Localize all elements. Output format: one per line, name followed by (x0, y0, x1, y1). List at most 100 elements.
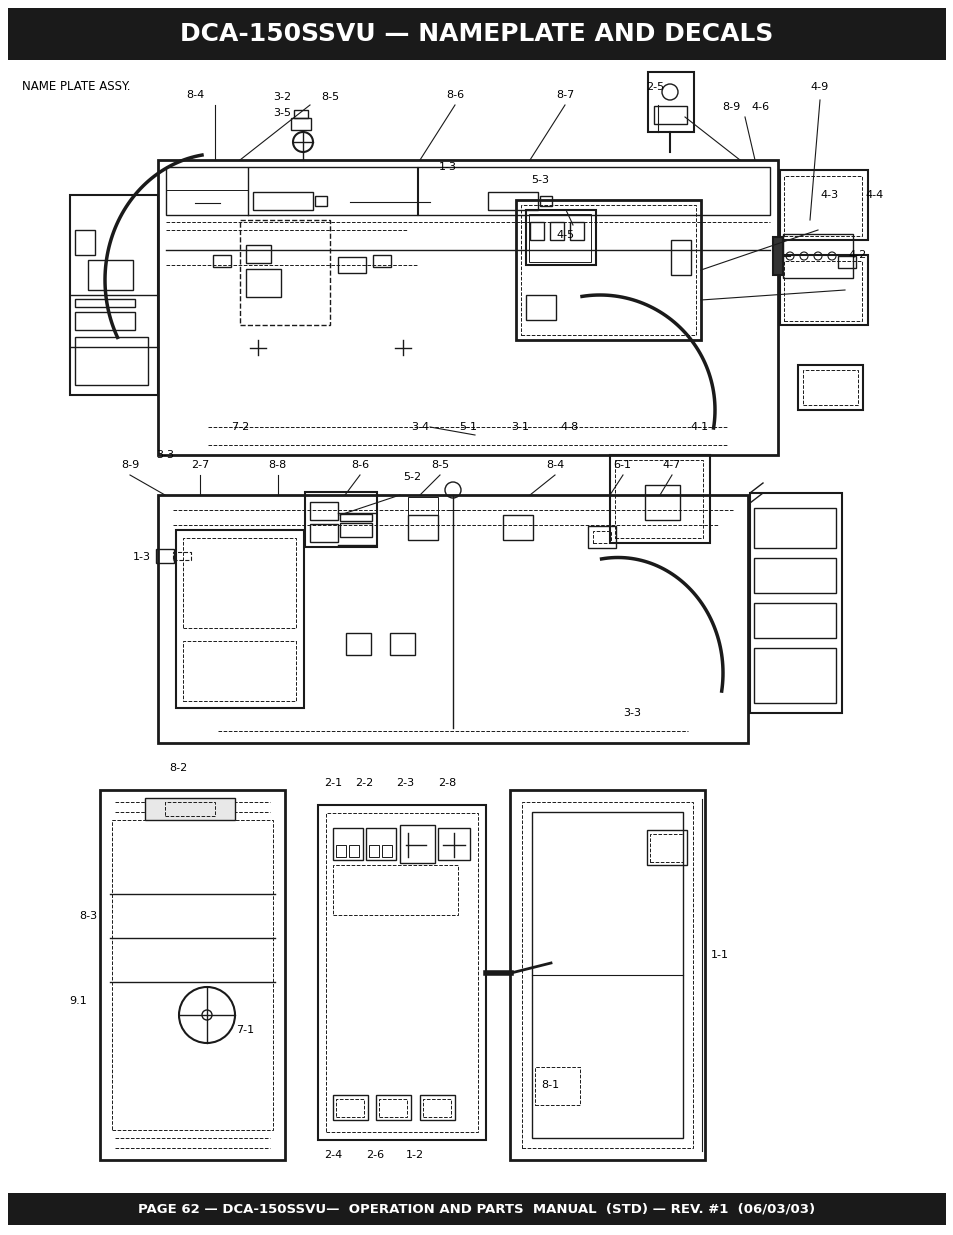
Text: 7-2: 7-2 (231, 422, 249, 432)
Bar (525, 210, 596, 266)
Bar (158, 161, 778, 454)
Bar (649, 834, 682, 862)
Bar (339, 522, 372, 537)
Bar (516, 200, 700, 340)
Text: 4-5: 4-5 (556, 230, 574, 240)
Text: DCA-150SSVU — NAMEPLATE AND DECALS: DCA-150SSVU — NAMEPLATE AND DECALS (180, 22, 773, 46)
Text: 3-2: 3-2 (273, 91, 291, 103)
Text: 8-9: 8-9 (721, 103, 740, 112)
Bar (521, 802, 692, 1149)
Bar (408, 496, 437, 515)
Bar (381, 845, 392, 857)
Bar (375, 1095, 411, 1120)
Bar (183, 641, 295, 701)
Text: 3-3: 3-3 (156, 450, 173, 459)
Text: 3-4: 3-4 (411, 422, 429, 432)
Bar (156, 550, 173, 563)
Text: 8-7: 8-7 (556, 90, 574, 100)
Bar (333, 1095, 368, 1120)
Bar (644, 485, 679, 520)
Text: 1-3: 1-3 (132, 552, 151, 562)
Bar (70, 195, 158, 395)
Bar (615, 459, 702, 538)
Text: 4-8: 4-8 (560, 422, 578, 432)
Bar (75, 299, 135, 308)
Bar (349, 845, 358, 857)
Text: 2-1: 2-1 (324, 778, 342, 788)
Text: 4-3: 4-3 (821, 190, 839, 200)
Text: 2-4: 2-4 (323, 1150, 342, 1160)
Text: 3-5: 3-5 (273, 107, 291, 119)
Text: 2-3: 2-3 (395, 778, 414, 788)
Bar (532, 811, 682, 1137)
Bar (530, 222, 543, 240)
Bar (593, 531, 610, 543)
Bar (749, 493, 841, 713)
Bar (670, 240, 690, 275)
Bar (422, 1099, 451, 1116)
Text: 7-1: 7-1 (235, 1025, 253, 1035)
Bar (772, 237, 782, 275)
Bar (145, 798, 234, 820)
Text: 8-3: 8-3 (79, 910, 97, 921)
Bar (539, 196, 552, 206)
Bar (333, 864, 457, 915)
Bar (437, 827, 470, 860)
Bar (88, 261, 132, 290)
Text: 2-2: 2-2 (355, 778, 373, 788)
Bar (75, 312, 135, 330)
Bar (339, 514, 372, 521)
Bar (346, 634, 371, 655)
Bar (753, 508, 835, 548)
Bar (783, 177, 862, 236)
Bar (753, 558, 835, 593)
Bar (753, 648, 835, 703)
Text: 2-7: 2-7 (191, 459, 209, 471)
Bar (510, 790, 704, 1160)
Text: 4-7: 4-7 (662, 459, 680, 471)
Bar (310, 501, 337, 520)
Bar (390, 634, 415, 655)
Text: 8-5: 8-5 (431, 459, 449, 471)
Text: 6-1: 6-1 (613, 459, 630, 471)
Bar (802, 370, 857, 405)
Bar (183, 538, 295, 629)
Text: PAGE 62 — DCA-150SSVU—  OPERATION AND PARTS  MANUAL  (STD) — REV. #1  (06/03/03): PAGE 62 — DCA-150SSVU— OPERATION AND PAR… (138, 1203, 815, 1215)
Text: 4-6: 4-6 (750, 103, 768, 112)
Bar (317, 805, 485, 1140)
Bar (112, 820, 273, 1130)
Text: 8-9: 8-9 (121, 459, 139, 471)
Bar (335, 845, 346, 857)
Bar (335, 1099, 364, 1116)
Bar (378, 1099, 407, 1116)
Bar (488, 191, 537, 210)
Text: 5-2: 5-2 (402, 472, 420, 482)
Bar (399, 825, 435, 863)
Bar (535, 1067, 579, 1105)
Bar (525, 295, 556, 320)
Bar (240, 220, 330, 325)
Bar (314, 196, 327, 206)
Bar (158, 495, 747, 743)
Bar (166, 167, 769, 215)
Bar (408, 515, 437, 540)
Bar (326, 813, 477, 1132)
Text: 3-3: 3-3 (622, 708, 640, 718)
Text: 3-1: 3-1 (511, 422, 529, 432)
Bar (8, 1193, 945, 1225)
Text: 1-1: 1-1 (710, 950, 728, 960)
Bar (310, 524, 337, 542)
Text: 5-1: 5-1 (458, 422, 476, 432)
Text: 1-2: 1-2 (406, 1150, 424, 1160)
Bar (797, 366, 862, 410)
Bar (654, 106, 686, 124)
Bar (782, 233, 852, 278)
Text: 9.1: 9.1 (69, 995, 87, 1005)
Bar (780, 170, 867, 240)
Text: 4-9: 4-9 (810, 82, 828, 91)
Bar (366, 827, 395, 860)
Bar (165, 802, 214, 816)
Bar (75, 230, 95, 254)
Text: 8-1: 8-1 (540, 1079, 558, 1091)
Bar (246, 269, 281, 296)
